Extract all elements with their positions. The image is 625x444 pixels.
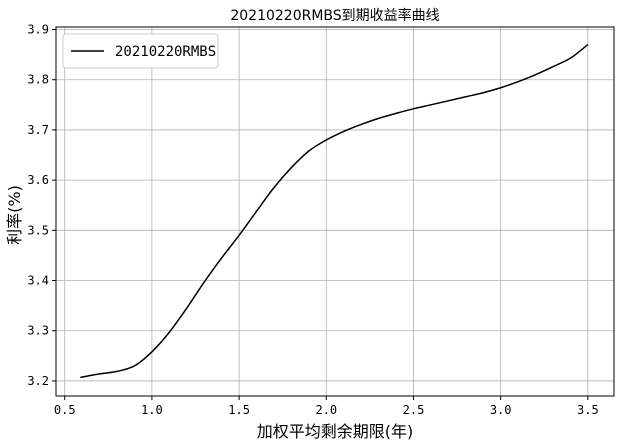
x-axis-ticks: 0.5 1.0 1.5 2.0 2.5 3.0 3.5 [54,396,599,417]
x-tick-label: 2.5 [403,403,425,417]
y-tick-label: 3.7 [27,123,49,137]
legend-box [62,33,219,69]
legend: 20210220RMBS [62,33,219,69]
plot-frame [55,26,615,397]
x-tick-label: 1.5 [228,403,250,417]
legend-entry-label: 20210220RMBS [115,44,216,60]
y-tick-label: 3.6 [27,173,49,187]
chart-title: 20210220RMBS到期收益率曲线 [230,7,439,24]
x-tick-label: 0.5 [54,403,76,417]
y-tick-label: 3.5 [27,223,49,237]
x-axis-label: 加权平均剩余期限(年) [257,422,414,441]
y-axis-label: 利率(%) [5,185,24,245]
y-tick-label: 3.3 [27,324,49,338]
series-layer [80,43,589,379]
x-tick-label: 2.0 [315,403,337,417]
y-axis-ticks: 3.2 3.3 3.4 3.5 3.6 3.7 3.8 3.9 [27,23,56,388]
y-tick-label: 3.8 [27,73,49,87]
y-tick-label: 3.2 [27,374,49,388]
series-line [80,43,589,379]
x-tick-label: 1.0 [141,403,163,417]
x-tick-label: 3.5 [577,403,599,417]
y-tick-label: 3.4 [27,274,49,288]
x-tick-label: 3.0 [490,403,512,417]
y-tick-label: 3.9 [27,23,49,37]
grid [56,27,614,396]
